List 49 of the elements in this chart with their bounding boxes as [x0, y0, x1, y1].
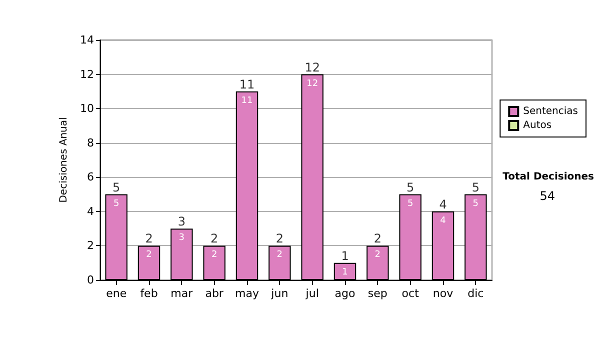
y-tick-label: 4 — [87, 204, 94, 218]
data-label: 2 — [374, 250, 381, 260]
y-tick-label: 0 — [87, 274, 94, 286]
total-label: 4 — [439, 197, 447, 212]
x-tick-label: sep — [368, 287, 388, 300]
total-label: 2 — [374, 232, 382, 246]
x-tick-label: oct — [402, 287, 420, 300]
x-tick-label: may — [235, 287, 260, 300]
total-label: 11 — [239, 77, 255, 92]
total-label: 2 — [276, 232, 284, 246]
x-tick-label: mar — [170, 287, 194, 300]
y-tick-label: 14 — [80, 34, 94, 46]
x-tick-label: ago — [334, 287, 356, 300]
y-axis-title: Decisiones Anual — [58, 117, 70, 203]
data-label: 11 — [241, 96, 253, 106]
text: Total Decisiones — [502, 172, 594, 182]
data-label: 2 — [276, 250, 283, 260]
legend-label: Sentencias — [523, 106, 578, 117]
total-label: 5 — [472, 180, 480, 194]
data-label: 3 — [178, 233, 185, 244]
y-tick-label: 10 — [80, 102, 94, 116]
total-label: 1 — [341, 248, 349, 263]
data-label: 4 — [440, 216, 446, 226]
data-label: 5 — [407, 198, 414, 209]
total-label: 5 — [112, 180, 120, 194]
y-tick-label: 8 — [87, 136, 94, 150]
data-label: 2 — [146, 250, 152, 260]
data-label: 2 — [211, 250, 218, 260]
y-tick-label: 12 — [80, 68, 94, 81]
x-tick-label: jun — [270, 287, 288, 300]
total-label: 2 — [145, 232, 153, 246]
total-label: 12 — [304, 60, 320, 74]
text: 54 — [540, 189, 556, 203]
data-label: 1 — [342, 267, 348, 278]
total-label: 3 — [178, 214, 186, 229]
data-label: 5 — [113, 198, 120, 209]
legend-label: Autos — [523, 120, 552, 131]
y-tick-label: 2 — [87, 239, 94, 252]
total-label: 5 — [406, 180, 414, 194]
x-tick-label: ene — [106, 287, 127, 300]
x-tick-label: feb — [140, 287, 158, 300]
x-tick-label: jul — [304, 287, 319, 300]
x-tick-label: nov — [432, 287, 454, 300]
data-label: 5 — [472, 198, 479, 209]
y-tick-label: 6 — [87, 170, 94, 184]
data-label: 12 — [306, 78, 318, 89]
x-tick-label: dic — [468, 287, 484, 300]
x-tick-label: abr — [205, 287, 224, 300]
total-label: 2 — [210, 232, 218, 246]
